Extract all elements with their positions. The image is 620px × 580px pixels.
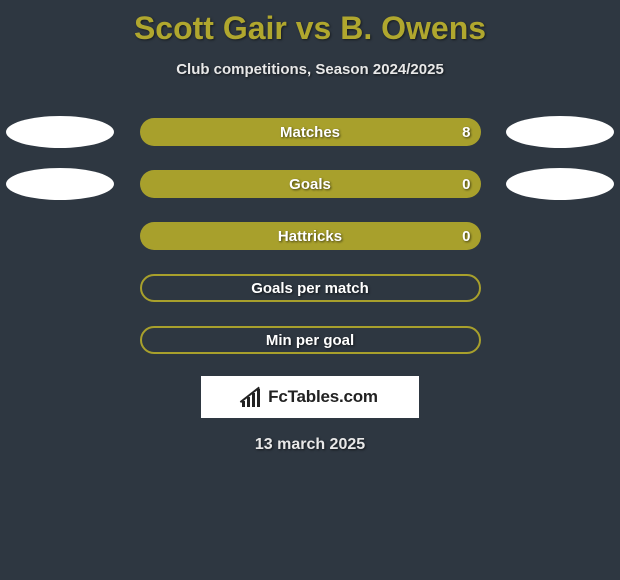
stat-label: Hattricks	[278, 228, 342, 245]
player-a-name: Scott Gair	[134, 10, 287, 46]
brand-text: FcTables.com	[268, 387, 378, 407]
stat-label: Matches	[280, 124, 340, 141]
stat-bar: Min per goal	[140, 326, 481, 354]
stat-bar: Goals 0	[140, 170, 481, 198]
player-b-value-bubble	[506, 168, 614, 200]
stat-row: Goals 0	[0, 170, 620, 198]
stat-label: Goals per match	[251, 280, 369, 297]
stat-row: Min per goal	[0, 326, 620, 354]
comparison-title: Scott Gair vs B. Owens	[0, 0, 620, 47]
player-a-value-bubble	[6, 168, 114, 200]
player-a-value-bubble	[6, 116, 114, 148]
player-b-value-bubble	[506, 116, 614, 148]
vs-separator: vs	[287, 10, 340, 46]
stat-row: Goals per match	[0, 274, 620, 302]
stat-label: Goals	[289, 176, 331, 193]
stat-value: 0	[462, 176, 470, 193]
bar-chart-icon	[242, 387, 264, 407]
stat-bar: Hattricks 0	[140, 222, 481, 250]
stats-rows: Matches 8 Goals 0 Hattricks 0 Goals per match M…	[0, 118, 620, 354]
stat-value: 0	[462, 228, 470, 245]
brand-box[interactable]: FcTables.com	[201, 376, 419, 418]
stat-label: Min per goal	[266, 332, 354, 349]
stat-row: Hattricks 0	[0, 222, 620, 250]
competition-subtitle: Club competitions, Season 2024/2025	[0, 61, 620, 78]
stat-row: Matches 8	[0, 118, 620, 146]
stat-bar: Matches 8	[140, 118, 481, 146]
stat-bar: Goals per match	[140, 274, 481, 302]
player-b-name: B. Owens	[340, 10, 486, 46]
date-label: 13 march 2025	[0, 436, 620, 454]
stat-value: 8	[462, 124, 470, 141]
